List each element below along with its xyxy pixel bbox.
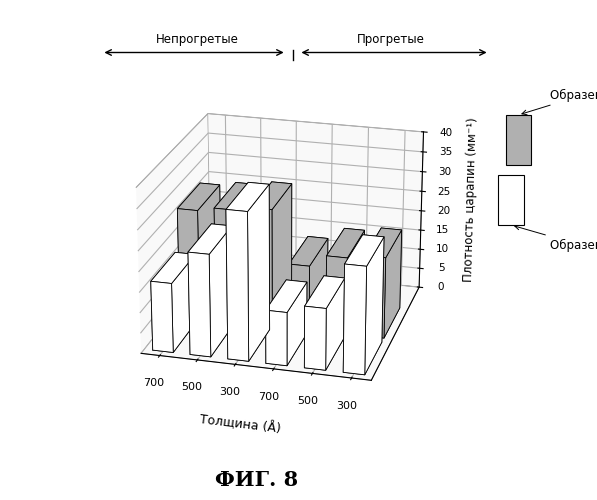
X-axis label: Толщина (Å): Толщина (Å) (199, 412, 282, 436)
Text: Образец H: Образец H (522, 88, 597, 115)
Text: Непрогретые: Непрогретые (156, 34, 238, 46)
Text: ФИГ. 8: ФИГ. 8 (215, 470, 298, 490)
Bar (506, 115, 531, 165)
Text: Образец I: Образец I (515, 225, 597, 252)
Bar (498, 175, 524, 225)
Text: Прогретые: Прогретые (357, 34, 425, 46)
